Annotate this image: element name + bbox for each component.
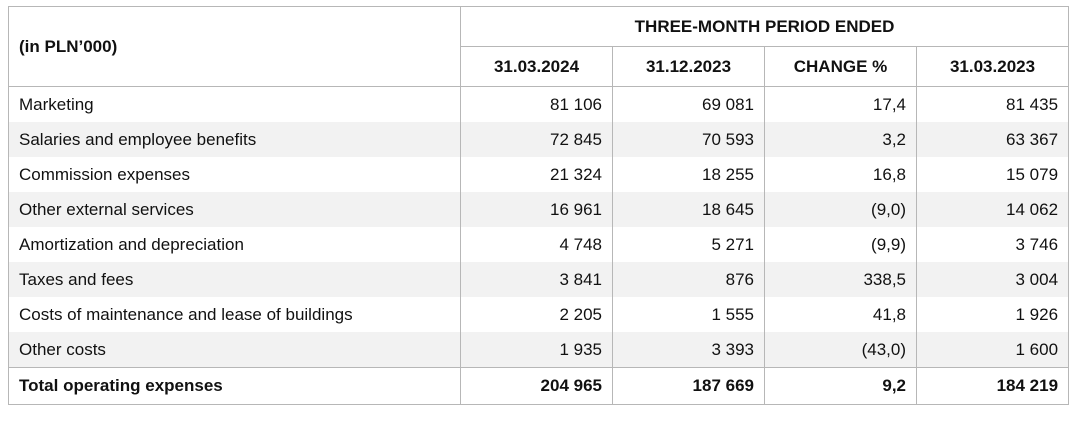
column-header-31-03-2024: 31.03.2024 — [460, 46, 613, 87]
table-cell: (9,0) — [764, 192, 917, 227]
table-cell: 63 367 — [915, 122, 1070, 157]
table-cell: 338,5 — [764, 262, 917, 297]
operating-expenses-table-container: (in PLN’000) THREE-MONTH PERIOD ENDED 31… — [8, 6, 1070, 405]
operating-expenses-table: (in PLN’000) THREE-MONTH PERIOD ENDED 31… — [8, 6, 1070, 405]
table-cell: 15 079 — [915, 157, 1070, 192]
period-group-header: THREE-MONTH PERIOD ENDED — [459, 6, 1070, 47]
table-row: Marketing 81 106 69 081 17,4 81 435 — [8, 86, 1070, 122]
table-row: Commission expenses 21 324 18 255 16,8 1… — [8, 157, 1070, 192]
total-cell: 187 669 — [612, 367, 765, 405]
column-header-31-03-2023: 31.03.2023 — [915, 46, 1070, 87]
column-header-change-percent: CHANGE % — [764, 46, 917, 87]
column-header-31-12-2023: 31.12.2023 — [612, 46, 765, 87]
table-row: Other costs 1 935 3 393 (43,0) 1 600 — [8, 332, 1070, 368]
table-row: Taxes and fees 3 841 876 338,5 3 004 — [8, 262, 1070, 297]
table-cell: 18 255 — [612, 157, 765, 192]
table-cell: 21 324 — [460, 157, 613, 192]
unit-label-header: (in PLN’000) — [8, 6, 461, 87]
table-cell: 1 926 — [915, 297, 1070, 332]
table-cell: 41,8 — [764, 297, 917, 332]
table-cell: 1 935 — [460, 332, 613, 368]
table-cell: (9,9) — [764, 227, 917, 262]
row-label: Other external services — [8, 192, 461, 227]
table-row: Costs of maintenance and lease of buildi… — [8, 297, 1070, 332]
table-cell: (43,0) — [764, 332, 917, 368]
row-label: Taxes and fees — [8, 262, 461, 297]
table-cell: 1 600 — [915, 332, 1070, 368]
row-label: Marketing — [8, 86, 461, 122]
row-label: Salaries and employee benefits — [8, 122, 461, 157]
table-cell: 3 004 — [915, 262, 1070, 297]
table-cell: 3 841 — [460, 262, 613, 297]
table-cell: 81 435 — [915, 86, 1070, 122]
row-label: Other costs — [8, 332, 461, 368]
table-cell: 18 645 — [612, 192, 765, 227]
table-row: Other external services 16 961 18 645 (9… — [8, 192, 1070, 227]
table-cell: 4 748 — [460, 227, 613, 262]
table-cell: 16,8 — [764, 157, 917, 192]
table-cell: 69 081 — [612, 86, 765, 122]
header-row-columns: 31.03.2024 31.12.2023 CHANGE % 31.03.202… — [9, 46, 1070, 87]
table-cell: 17,4 — [764, 86, 917, 122]
row-label: Commission expenses — [8, 157, 461, 192]
row-label: Costs of maintenance and lease of buildi… — [8, 297, 461, 332]
table-cell: 70 593 — [612, 122, 765, 157]
table-cell: 14 062 — [915, 192, 1070, 227]
table-cell: 3,2 — [764, 122, 917, 157]
header-row-group: (in PLN’000) THREE-MONTH PERIOD ENDED — [8, 6, 1070, 87]
table-row: Amortization and depreciation 4 748 5 27… — [8, 227, 1070, 262]
total-cell: 204 965 — [460, 367, 613, 405]
row-label: Amortization and depreciation — [8, 227, 461, 262]
total-row-label: Total operating expenses — [8, 367, 461, 405]
table-row: Salaries and employee benefits 72 845 70… — [8, 122, 1070, 157]
table-cell: 72 845 — [460, 122, 613, 157]
table-cell: 16 961 — [460, 192, 613, 227]
total-cell: 184 219 — [915, 367, 1070, 405]
table-cell: 2 205 — [460, 297, 613, 332]
table-cell: 876 — [612, 262, 765, 297]
total-row: Total operating expenses 204 965 187 669… — [8, 367, 1070, 405]
table-cell: 5 271 — [612, 227, 765, 262]
table-cell: 3 746 — [915, 227, 1070, 262]
table-cell: 81 106 — [460, 86, 613, 122]
table-cell: 3 393 — [612, 332, 765, 368]
table-cell: 1 555 — [612, 297, 765, 332]
total-cell: 9,2 — [764, 367, 917, 405]
